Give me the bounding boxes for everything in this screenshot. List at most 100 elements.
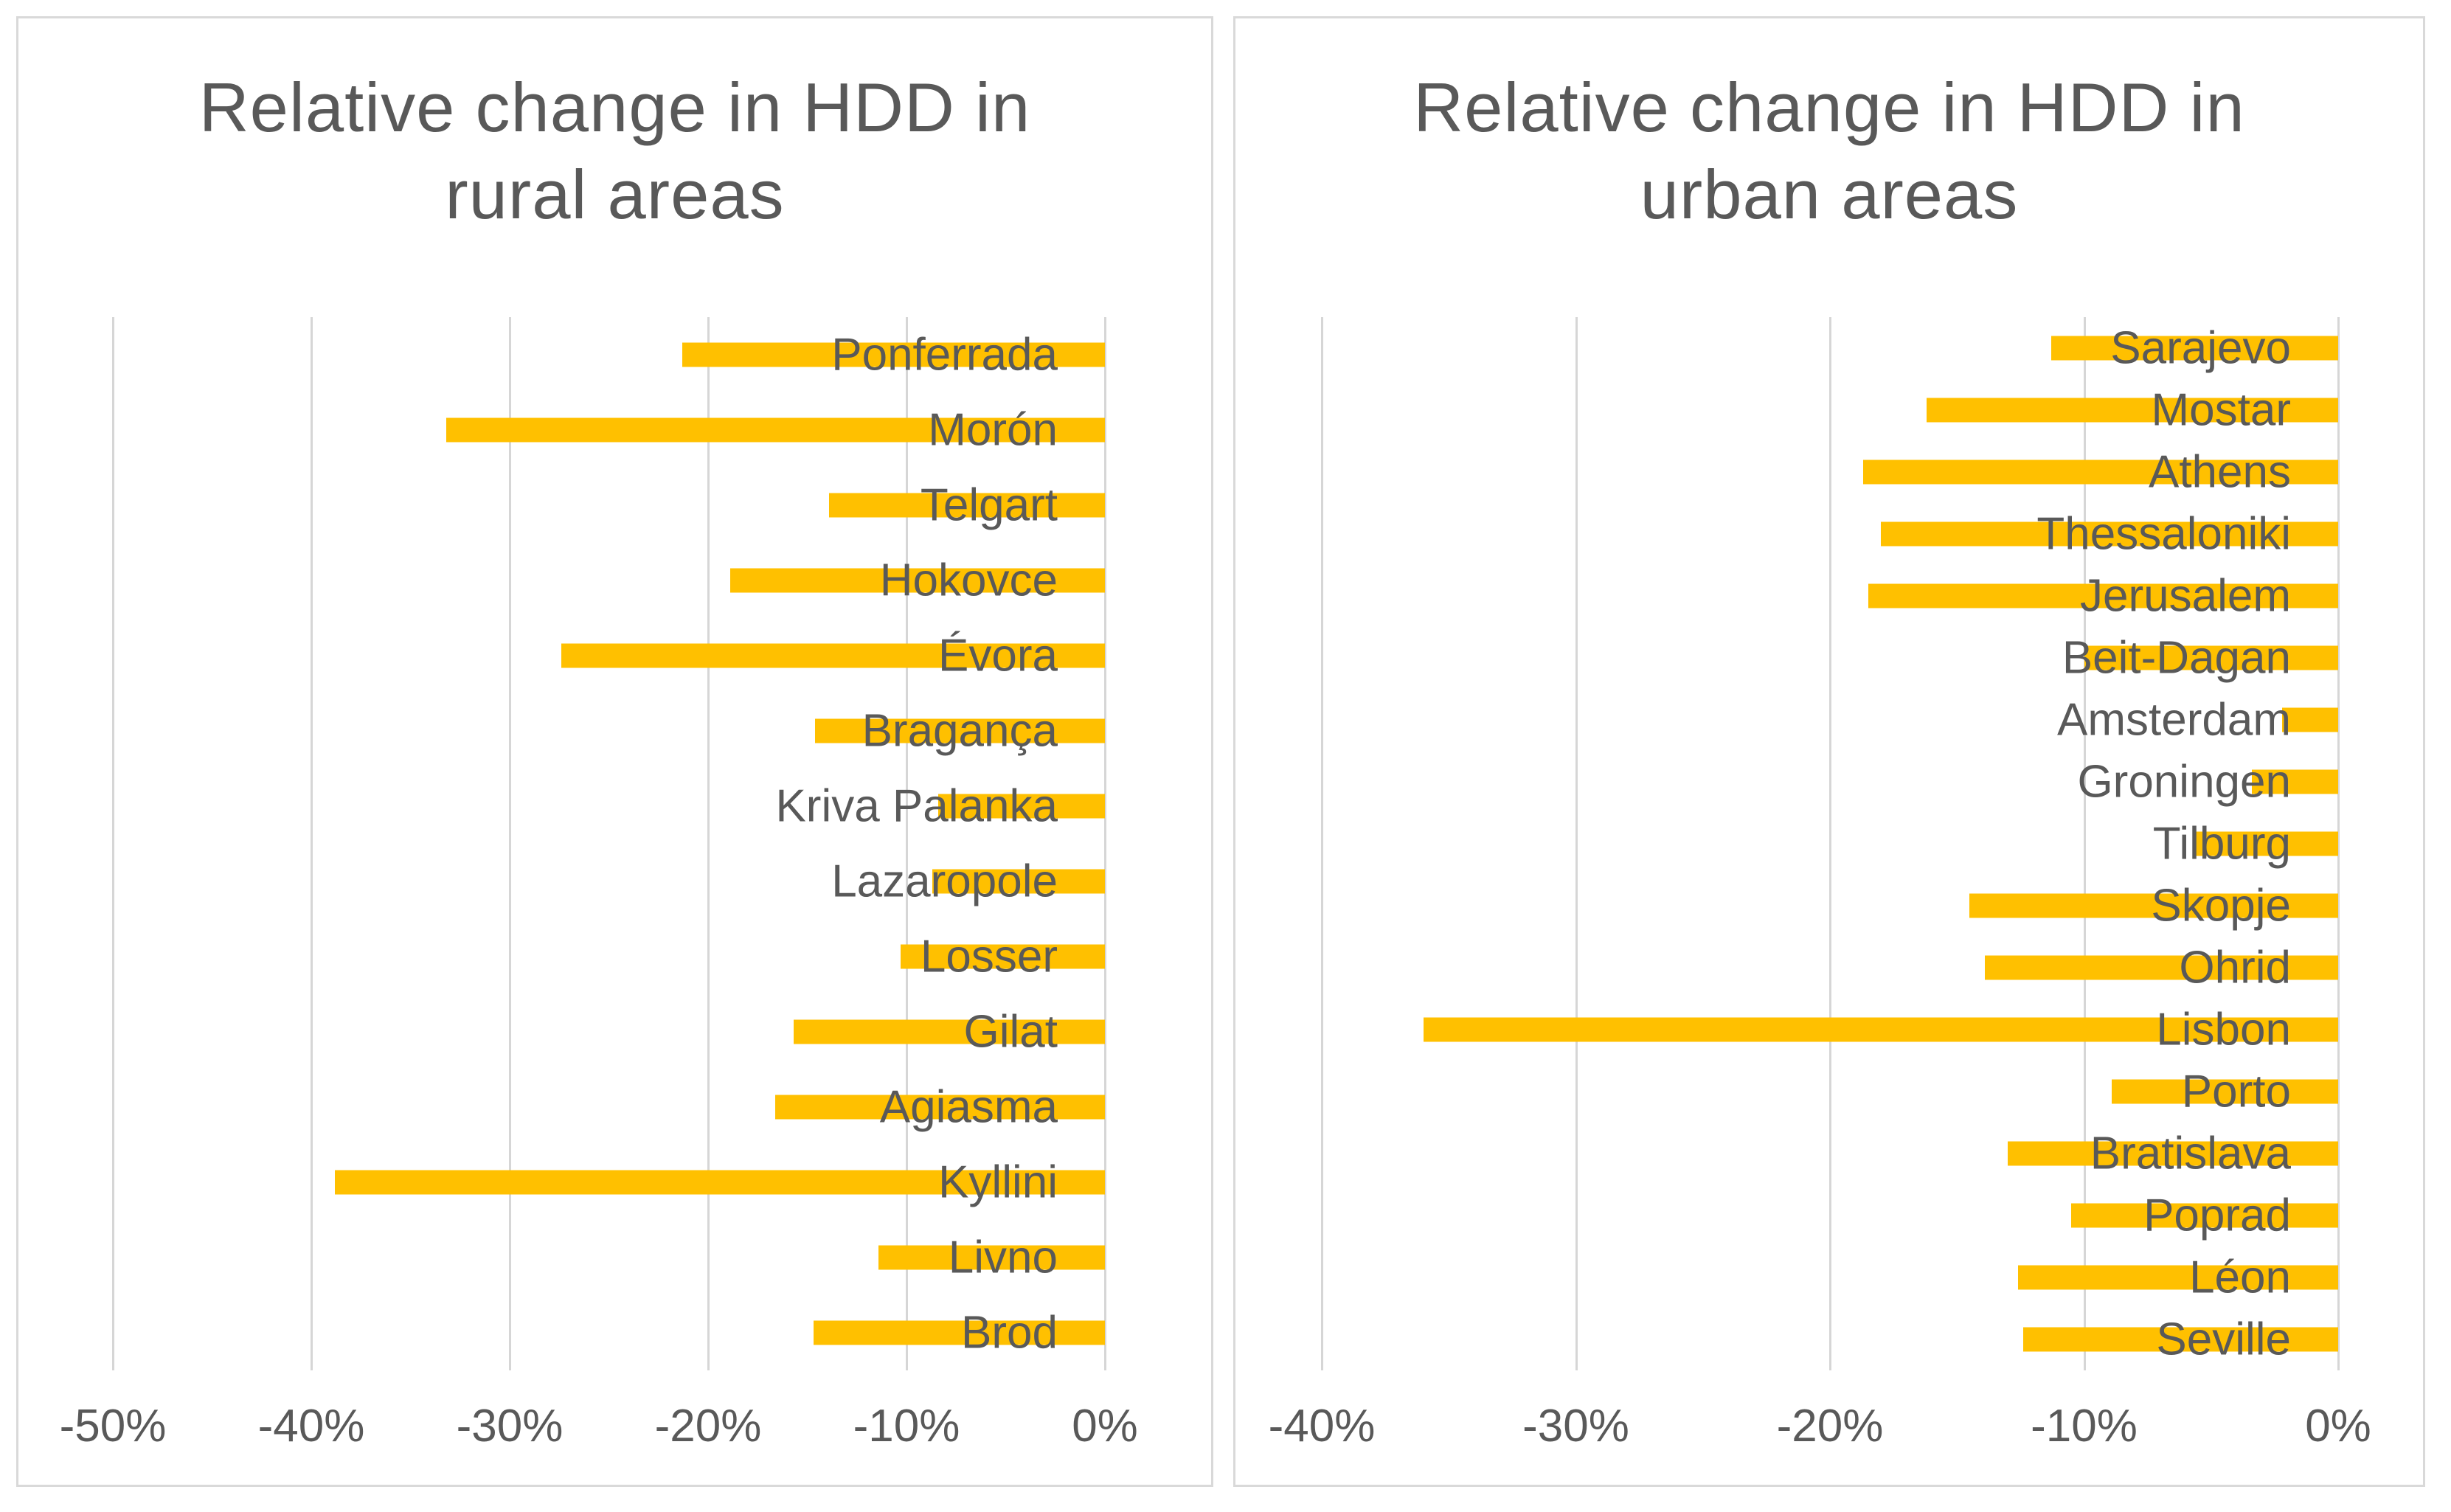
bar [900,944,1105,969]
gridline [1321,317,1323,1370]
bar-row: Bragança [113,693,1105,769]
category-label: Agiasma [879,1081,1058,1133]
chart-title-urban: Relative change in HDD in urban areas [1235,18,2423,239]
bar [729,568,1105,593]
bar-row: Lisbon [1322,999,2338,1061]
category-label: Bragança [862,705,1058,757]
chart-panel-rural: Relative change in HDD in rural areas Po… [16,16,1213,1487]
bar-row: Amsterdam [1322,689,2338,751]
category-label: Lisbon [2156,1004,2291,1055]
chart-title-line: rural areas [445,156,785,234]
bar [829,493,1105,518]
bar-row: Kriva Palanka [113,769,1105,844]
category-label: Kriva Palanka [775,780,1058,832]
category-label: Léon [2189,1252,2291,1303]
chart-title-line: urban areas [1640,156,2019,234]
x-axis-rural: -50% -40% -30% -20% -10% 0% [60,1379,1138,1460]
bar-row: Skopje [1322,875,2338,937]
chart-title-line: Relative change in HDD in [1413,69,2245,146]
x-tick-label: -20% [1776,1401,1884,1452]
bar [2050,336,2338,361]
x-tick-label: 0% [1072,1401,1138,1452]
category-label: Losser [920,931,1058,982]
bar [2008,1141,2338,1166]
bar-row: Tilburg [1322,813,2338,875]
gridline [707,317,710,1370]
plot-area-rural: Ponferrada Morón Telgart Hokovce Évora Bragan… [112,317,1106,1370]
category-label: Tilburg [2152,818,2291,870]
bar-row: Bratislava [1322,1123,2338,1185]
bar [446,417,1105,443]
bar-row: Seville [1322,1308,2338,1370]
category-label: Bratislava [2090,1128,2291,1179]
bar [1985,955,2338,980]
bar [335,1170,1105,1195]
bar [1926,398,2338,423]
bar [813,1320,1105,1345]
category-label: Sarajevo [2110,322,2291,374]
bar [2022,1327,2338,1352]
x-tick-label: -40% [257,1401,365,1452]
bar [1862,460,2338,485]
bar-row: Léon [1322,1246,2338,1308]
gridline [2083,317,2086,1370]
category-label: Amsterdam [2057,694,2291,746]
bar [2112,1079,2338,1104]
category-label: Athens [2148,446,2291,498]
bar-row: Beit-Dagan [1322,627,2338,689]
bar-row: Kyllini [113,1145,1105,1220]
bar [2071,1203,2338,1228]
chart-panel-urban: Relative change in HDD in urban areas Sa… [1233,16,2425,1487]
bar [1880,521,2338,547]
bar-row: Jerusalem [1322,565,2338,627]
bar [1868,583,2338,608]
category-label: Skopje [2151,880,2291,932]
gridline [1829,317,1831,1370]
bar [2017,1265,2338,1290]
bar-row: Hokovce [113,543,1105,618]
chart-title-line: Relative change in HDD in [198,69,1031,146]
bar-row: Athens [1322,441,2338,503]
category-label: Ohrid [2179,942,2291,993]
category-label: Jerusalem [2080,570,2291,622]
x-tick-label: -30% [456,1401,564,1452]
category-label: Groningen [2077,756,2291,808]
bar-row: Ponferrada [113,317,1105,392]
gridline [1575,317,1578,1370]
category-label: Porto [2181,1066,2291,1117]
x-axis-urban: -40% -30% -20% -10% 0% [1269,1379,2371,1460]
category-label: Morón [928,404,1058,456]
x-tick-label: -40% [1268,1401,1376,1452]
bar-row: Lazaropole [113,844,1105,919]
category-label: Hokovce [879,555,1058,606]
bar [2251,769,2338,794]
gridline [509,317,511,1370]
category-label: Poprad [2143,1190,2291,1241]
bar [1969,893,2338,918]
x-tick-label: -30% [1522,1401,1629,1452]
bar [815,718,1105,743]
bar-row: Livno [113,1220,1105,1295]
gridline [1104,317,1106,1370]
gridline [311,317,313,1370]
gridline [2337,317,2340,1370]
bar-row: Sarajevo [1322,317,2338,379]
bar-row: Porto [1322,1061,2338,1123]
bar-row: Mostar [1322,379,2338,441]
category-label: Ponferrada [831,329,1058,381]
bar-row: Morón [113,392,1105,468]
bar-row: Évora [113,618,1105,693]
x-tick-label: -10% [2031,1401,2138,1452]
bar-row: Poprad [1322,1185,2338,1246]
category-label: Telgart [920,479,1058,531]
bar [2084,645,2338,670]
bar [2282,707,2338,732]
plot-area-urban: Sarajevo Mostar Athens Thessaloniki Jerusale… [1321,317,2340,1370]
bar-row: Losser [113,919,1105,994]
category-label: Évora [938,630,1058,682]
bar [793,1019,1105,1044]
gridline [906,317,908,1370]
bar-row: Agiasma [113,1069,1105,1145]
category-label: Thessaloniki [2036,508,2291,560]
category-label: Kyllini [938,1156,1058,1208]
